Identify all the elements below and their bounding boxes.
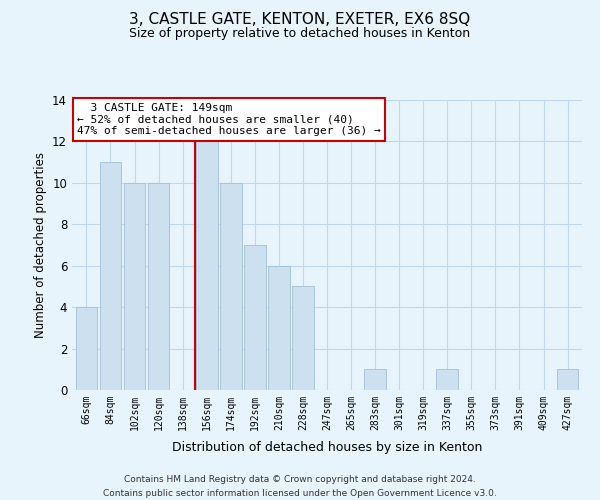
Bar xyxy=(244,245,266,390)
Bar xyxy=(124,183,145,390)
Y-axis label: Number of detached properties: Number of detached properties xyxy=(34,152,47,338)
Bar xyxy=(268,266,290,390)
Bar xyxy=(364,370,386,390)
Bar xyxy=(76,307,97,390)
Text: 3 CASTLE GATE: 149sqm  
← 52% of detached houses are smaller (40)
47% of semi-de: 3 CASTLE GATE: 149sqm ← 52% of detached … xyxy=(77,103,381,136)
Text: 3, CASTLE GATE, KENTON, EXETER, EX6 8SQ: 3, CASTLE GATE, KENTON, EXETER, EX6 8SQ xyxy=(130,12,470,28)
Bar xyxy=(436,370,458,390)
Bar xyxy=(557,370,578,390)
Bar xyxy=(148,183,169,390)
Text: Contains HM Land Registry data © Crown copyright and database right 2024.
Contai: Contains HM Land Registry data © Crown c… xyxy=(103,476,497,498)
Text: Size of property relative to detached houses in Kenton: Size of property relative to detached ho… xyxy=(130,28,470,40)
Bar xyxy=(292,286,314,390)
Bar xyxy=(100,162,121,390)
X-axis label: Distribution of detached houses by size in Kenton: Distribution of detached houses by size … xyxy=(172,441,482,454)
Bar xyxy=(220,183,242,390)
Bar xyxy=(196,142,218,390)
